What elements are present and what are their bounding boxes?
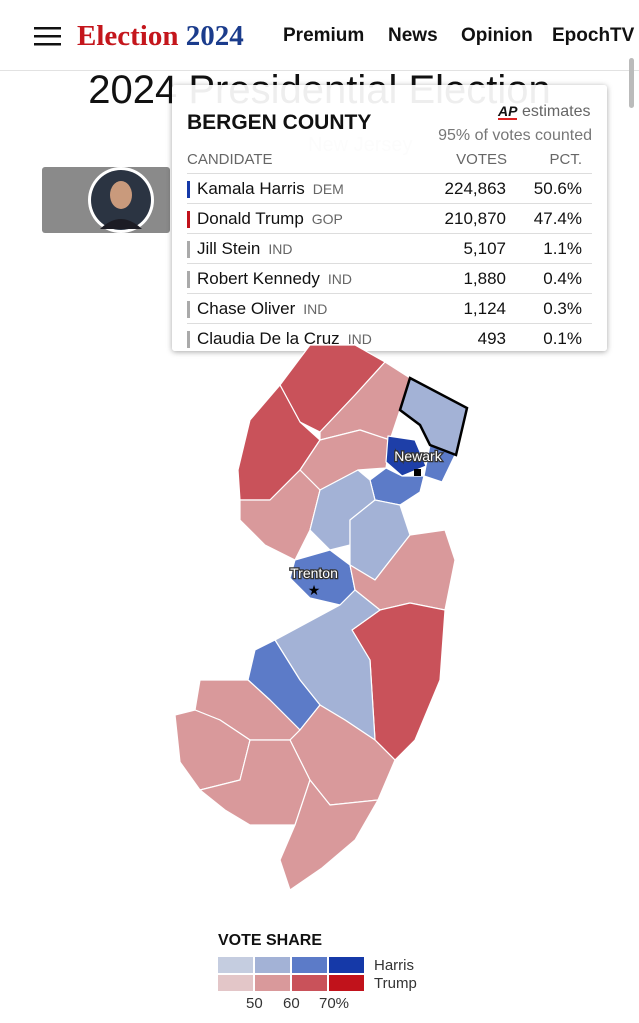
- source-note: estimates: [522, 103, 591, 120]
- candidate-name: Robert Kennedy: [197, 269, 320, 288]
- reporting: 95% of votes counted: [438, 127, 592, 144]
- county-tooltip: BERGEN COUNTY AP estimates 95% of votes …: [172, 85, 607, 351]
- candidate: Claudia De la Cruz IND: [197, 329, 372, 349]
- candidate-name: Claudia De la Cruz: [197, 329, 340, 348]
- column-header: VOTES: [456, 151, 507, 168]
- legend-label: Trump: [374, 975, 417, 992]
- nav-link[interactable]: EpochTV: [552, 25, 635, 46]
- header: Election 2024 Premium News Opinion Epoch…: [0, 0, 639, 71]
- candidate-card: [42, 167, 170, 233]
- city-label: Newark: [394, 448, 442, 464]
- party-bar: [187, 271, 190, 288]
- votes: 1,880: [463, 269, 506, 288]
- votes: 5,107: [463, 239, 506, 258]
- party-bar: [187, 331, 190, 348]
- party: IND: [327, 271, 352, 287]
- percent: 0.4%: [543, 269, 582, 288]
- party: GOP: [311, 211, 343, 227]
- party-bar: [187, 181, 190, 198]
- legend-scale: 70%: [319, 995, 350, 1012]
- legend-swatches: [218, 957, 364, 991]
- candidate-row: Claudia De la Cruz IND 493 0.1%: [187, 323, 592, 351]
- county-map: Newark Trenton ★: [174, 344, 469, 891]
- candidate-row: Robert Kennedy IND 1,880 0.4%: [187, 263, 592, 294]
- candidate: Kamala Harris DEM: [197, 179, 344, 199]
- legend-label: Harris: [374, 957, 414, 974]
- party: DEM: [312, 181, 344, 197]
- candidate-row: Kamala Harris DEM 224,863 50.6%: [187, 173, 592, 204]
- city-marker: [414, 469, 421, 476]
- nav-link[interactable]: Opinion: [461, 25, 533, 46]
- percent: 47.4%: [533, 209, 582, 228]
- candidate-name: Kamala Harris: [197, 179, 305, 198]
- county[interactable]: [279, 779, 379, 891]
- votes: 224,863: [444, 179, 506, 198]
- logo[interactable]: Election 2024: [77, 20, 244, 53]
- votes: 493: [477, 329, 506, 348]
- logo-word: Election: [77, 20, 179, 52]
- county-name: BERGEN COUNTY: [187, 111, 372, 134]
- source-logo: AP: [498, 103, 518, 120]
- nav-link[interactable]: News: [388, 25, 438, 46]
- percent: 0.3%: [543, 299, 582, 318]
- candidate: Chase Oliver IND: [197, 299, 327, 319]
- percent: 50.6%: [533, 179, 582, 198]
- scrollbar: [629, 58, 634, 108]
- legend-scale: 60: [283, 995, 300, 1012]
- party-bar: [187, 241, 190, 258]
- city-label: Trenton: [290, 565, 338, 581]
- candidate-row: Jill Stein IND 5,107 1.1%: [187, 233, 592, 264]
- party: IND: [268, 241, 293, 257]
- party: IND: [347, 331, 372, 347]
- votes: 210,870: [444, 209, 506, 228]
- menu-icon[interactable]: [34, 27, 62, 47]
- party: IND: [303, 301, 328, 317]
- percent: 1.1%: [543, 239, 582, 258]
- candidate-name: Jill Stein: [197, 239, 261, 258]
- percent: 0.1%: [543, 329, 582, 348]
- party-bar: [187, 301, 190, 318]
- logo-year: 2024: [185, 20, 244, 52]
- legend-scale: 50: [246, 995, 263, 1012]
- candidate: Jill Stein IND: [197, 239, 292, 259]
- party-bar: [187, 211, 190, 228]
- legend-title: VOTE SHARE: [218, 932, 323, 949]
- candidate-name: Donald Trump: [197, 209, 304, 228]
- candidate: Robert Kennedy IND: [197, 269, 352, 289]
- county-selected[interactable]: [398, 376, 469, 457]
- candidate-photo: [88, 167, 154, 233]
- capital-marker: ★: [308, 582, 321, 598]
- column-header: PCT.: [549, 151, 582, 168]
- column-header: CANDIDATE: [187, 151, 273, 168]
- votes: 1,124: [463, 299, 506, 318]
- candidate-row: Donald Trump GOP 210,870 47.4%: [187, 203, 592, 234]
- nav-link[interactable]: Premium: [283, 25, 365, 46]
- candidate-name: Chase Oliver: [197, 299, 296, 318]
- candidate: Donald Trump GOP: [197, 209, 343, 229]
- candidate-row: Chase Oliver IND 1,124 0.3%: [187, 293, 592, 324]
